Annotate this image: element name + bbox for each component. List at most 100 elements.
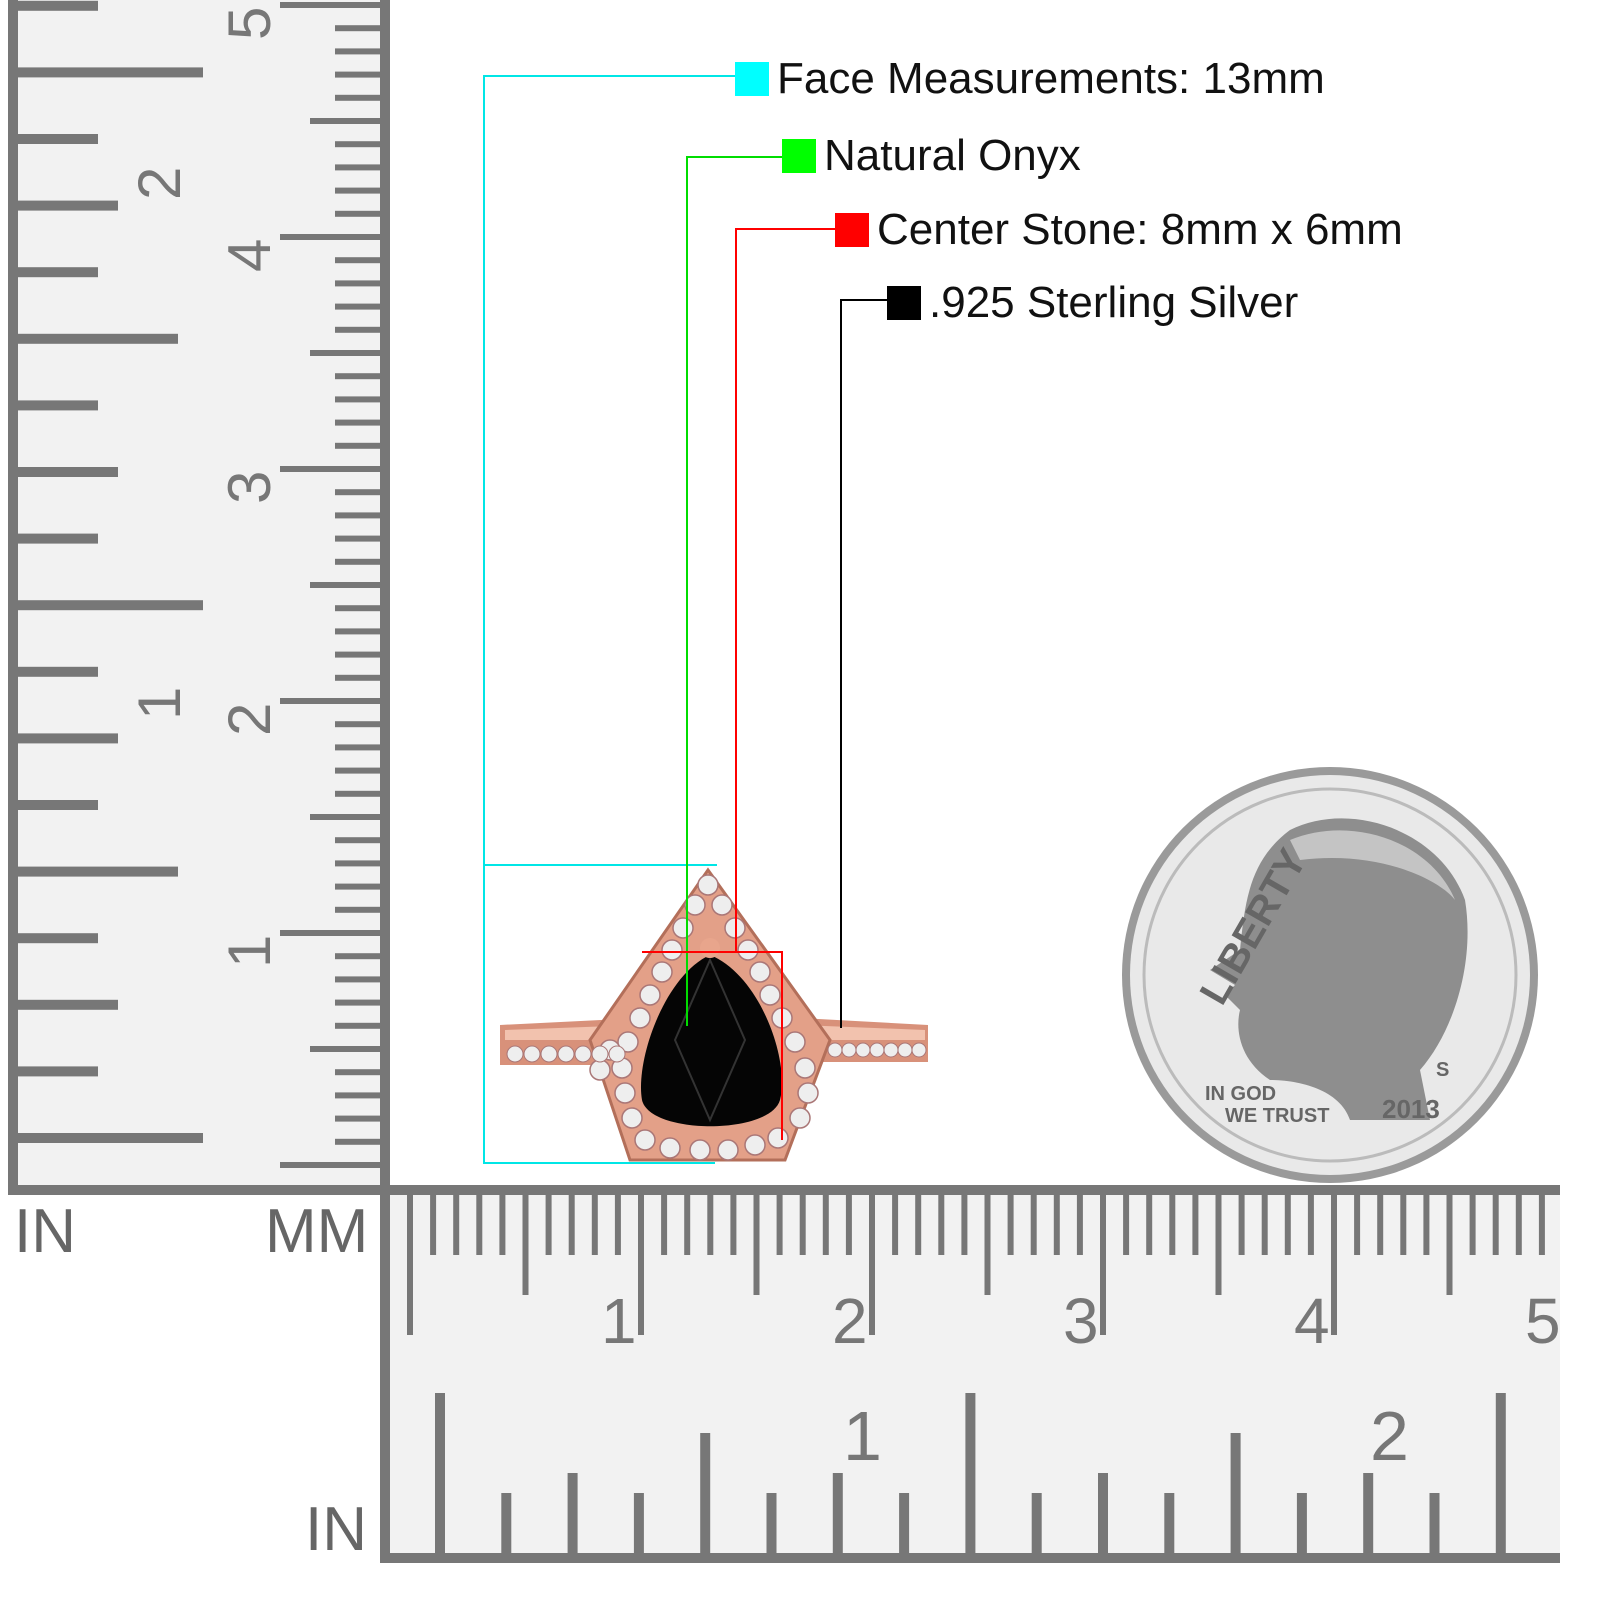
- mm-tick: [335, 373, 380, 380]
- green-swatch: [782, 139, 816, 173]
- inch-tick: [18, 134, 98, 144]
- coin-motto-1: IN GOD: [1205, 1083, 1276, 1105]
- mm-tick: [335, 326, 380, 333]
- inch-tick: [18, 467, 118, 477]
- halo-stone: [797, 1082, 819, 1104]
- vertical-mm-label: MM: [265, 1197, 369, 1266]
- mm-tick: [1146, 1195, 1153, 1255]
- mm-tick: [1007, 1195, 1014, 1255]
- mm-tick: [335, 558, 380, 565]
- inch-tick: [18, 200, 118, 211]
- mm-tick: [753, 1195, 760, 1295]
- band-stone: [841, 1042, 857, 1058]
- coin-year: 2013: [1382, 1094, 1440, 1124]
- mm-tick: [310, 350, 380, 356]
- mm-tick: [335, 512, 380, 519]
- inch-tick: [18, 333, 178, 344]
- cm-number: 4: [216, 239, 283, 272]
- mm-tick: [310, 118, 380, 124]
- legend-face-measurements: Face Measurements: 13mm: [735, 54, 1325, 104]
- mm-tick: [1423, 1195, 1430, 1255]
- inch-number: 1: [126, 687, 193, 720]
- cm-number: 3: [216, 471, 283, 504]
- inch-tick: [501, 1493, 512, 1553]
- mm-tick: [568, 1195, 575, 1255]
- band-stone: [827, 1042, 843, 1058]
- legend-natural-onyx: Natural Onyx: [782, 131, 1081, 181]
- vertical-ruler: [8, 0, 390, 1195]
- halo-stone: [621, 1107, 643, 1129]
- inch-number: 1: [843, 1397, 882, 1475]
- halo-stone: [689, 1139, 711, 1161]
- mm-tick: [938, 1195, 945, 1255]
- mm-tick: [335, 419, 380, 426]
- mm-tick: [915, 1195, 922, 1255]
- halo-stone: [639, 984, 661, 1006]
- mm-tick: [1307, 1195, 1314, 1255]
- mm-tick: [845, 1195, 852, 1255]
- mm-tick: [280, 698, 380, 704]
- inch-tick: [1296, 1493, 1307, 1553]
- halo-stone: [634, 1129, 656, 1151]
- horizontal-inch-label: IN: [305, 1495, 367, 1564]
- halo-stone: [784, 1031, 806, 1053]
- mm-tick: [1100, 1195, 1106, 1335]
- mm-tick: [707, 1195, 714, 1255]
- mm-tick: [661, 1195, 668, 1255]
- legend-center-stone: Center Stone: 8mm x 6mm: [835, 205, 1403, 255]
- band-stone: [897, 1042, 913, 1058]
- halo-stone: [684, 894, 706, 916]
- halo-stone: [589, 1059, 611, 1081]
- halo-stone: [789, 1107, 811, 1129]
- halo-stone: [717, 1139, 739, 1161]
- inch-tick: [1495, 1393, 1506, 1553]
- halo-stone: [651, 961, 673, 983]
- cyan-swatch: [735, 62, 769, 96]
- inch-number: 2: [1370, 1397, 1409, 1475]
- band-stone: [506, 1045, 524, 1063]
- mm-tick: [730, 1195, 737, 1255]
- inch-tick: [18, 866, 178, 877]
- mm-tick: [280, 2, 380, 8]
- coin-mint-mark: S: [1436, 1059, 1449, 1081]
- mm-tick: [614, 1195, 621, 1255]
- mm-tick: [1030, 1195, 1037, 1255]
- inch-tick: [18, 600, 203, 611]
- mm-tick: [335, 953, 380, 960]
- mm-tick: [1192, 1195, 1199, 1255]
- mm-tick: [280, 234, 380, 240]
- halo-stone: [711, 894, 733, 916]
- mm-tick: [591, 1195, 598, 1255]
- band-stone: [574, 1045, 592, 1063]
- halo-stone: [617, 1031, 639, 1053]
- inch-tick: [18, 800, 98, 810]
- mm-tick: [453, 1195, 460, 1255]
- mm-tick: [1261, 1195, 1268, 1255]
- legend-label: .925 Sterling Silver: [929, 278, 1299, 327]
- mm-tick: [335, 605, 380, 612]
- halo-stone: [672, 917, 694, 939]
- mm-tick: [522, 1195, 529, 1295]
- halo-stone: [759, 984, 781, 1006]
- mm-tick: [961, 1195, 968, 1255]
- mm-tick: [335, 976, 380, 983]
- mm-tick: [310, 582, 380, 588]
- legend-label: Center Stone: 8mm x 6mm: [877, 205, 1403, 254]
- mm-tick: [335, 1022, 380, 1029]
- legend-sterling-silver: .925 Sterling Silver: [887, 278, 1298, 328]
- mm-tick: [1515, 1195, 1522, 1255]
- mm-tick: [335, 721, 380, 728]
- halo-stone: [629, 1007, 651, 1029]
- band-stone: [855, 1042, 871, 1058]
- inch-tick: [18, 400, 98, 411]
- mm-tick: [335, 999, 380, 1006]
- black-swatch: [887, 286, 921, 320]
- cm-number: 1: [601, 1285, 637, 1357]
- band-stone: [608, 1045, 626, 1063]
- cm-number: 3: [1063, 1285, 1099, 1357]
- mm-tick: [335, 1069, 380, 1076]
- mm-tick: [1469, 1195, 1476, 1255]
